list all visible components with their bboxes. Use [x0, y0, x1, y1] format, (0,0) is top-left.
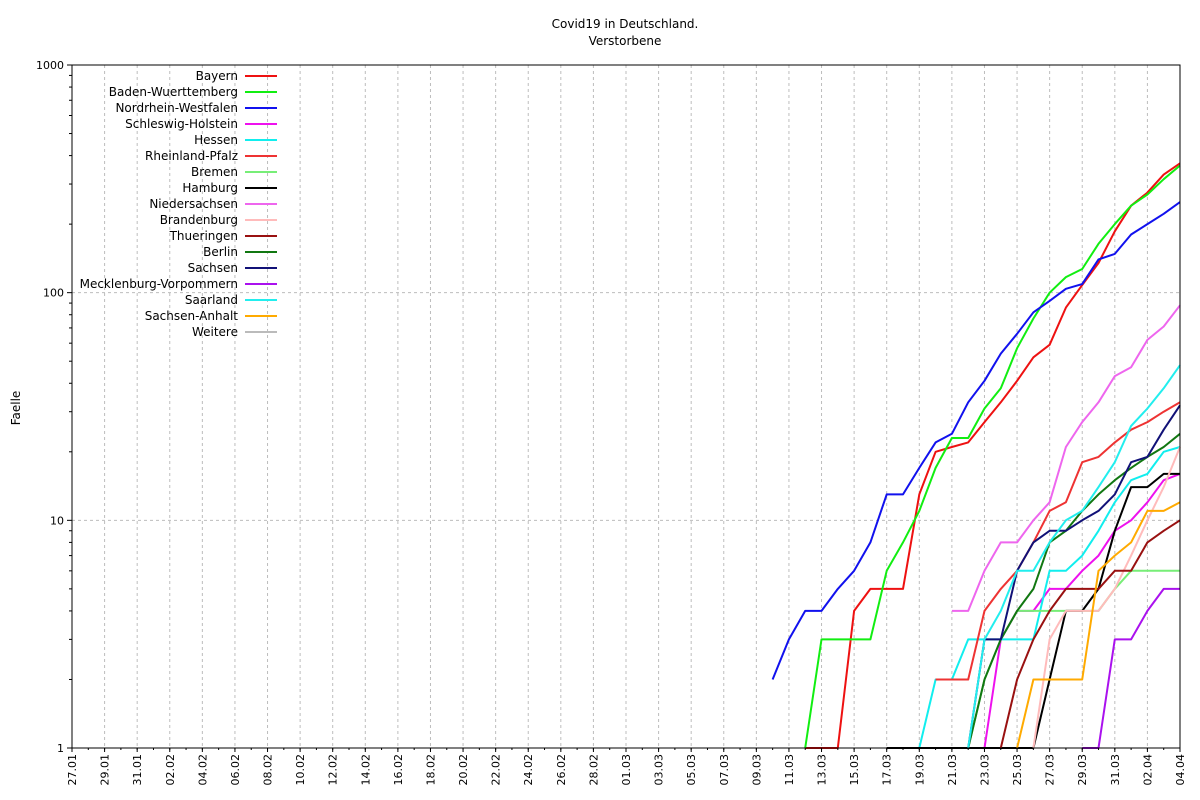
x-tick-label: 09.03 [750, 754, 763, 786]
x-tick-label: 18.02 [424, 754, 437, 786]
legend-label-thueringen: Thueringen [169, 229, 238, 243]
x-tick-label: 23.03 [978, 754, 991, 786]
x-tick-label: 29.01 [99, 754, 112, 786]
x-tick-label: 13.03 [816, 754, 829, 786]
y-tick-label: 1 [57, 742, 64, 755]
series-line-sachsen-anhalt [1016, 501, 1181, 749]
x-tick-label: 02.02 [164, 754, 177, 786]
x-tick-label: 03.03 [653, 754, 666, 786]
legend-label-berlin: Berlin [203, 245, 238, 259]
legend-label-hamburg: Hamburg [182, 181, 238, 195]
series-line-brandenburg [1032, 446, 1181, 749]
x-tick-label: 27.03 [1044, 754, 1057, 786]
x-tick-label: 04.04 [1174, 754, 1187, 786]
x-tick-label: 15.03 [848, 754, 861, 786]
y-tick-label: 1000 [36, 59, 64, 72]
x-tick-label: 11.03 [783, 754, 796, 786]
legend-label-rheinland-pfalz: Rheinland-Pfalz [145, 149, 238, 163]
x-tick-label: 26.02 [555, 754, 568, 786]
x-tick-label: 05.03 [685, 754, 698, 786]
legend-label-schleswig-holstein: Schleswig-Holstein [125, 117, 238, 131]
x-tick-label: 14.02 [359, 754, 372, 786]
legend-label-mecklenburg-vorpommern: Mecklenburg-Vorpommern [80, 277, 238, 291]
legend: Bayern Baden-Wuerttemberg Nordrhein-Westfa… [80, 69, 277, 339]
x-tick-label: 06.02 [229, 754, 242, 786]
y-axis-title: Faelle [9, 391, 23, 426]
x-tick-label: 19.03 [913, 754, 926, 786]
series-line-baden-wuerttemberg [804, 164, 1181, 749]
x-tick-label: 29.03 [1076, 754, 1089, 786]
chart-title: Covid19 in Deutschland. [552, 17, 699, 31]
legend-label-bayern: Bayern [196, 69, 238, 83]
x-tick-label: 25.03 [1011, 754, 1024, 786]
x-tick-label: 16.02 [392, 754, 405, 786]
series-line-bayern [805, 162, 1181, 749]
legend-label-brandenburg: Brandenburg [160, 213, 238, 227]
x-tick-label: 27.01 [66, 754, 79, 786]
legend-label-weitere: Weitere [192, 325, 238, 339]
series-line-nordrhein-westfalen [771, 201, 1181, 680]
x-tick-label: 22.02 [490, 754, 503, 786]
x-tick-label: 07.03 [718, 754, 731, 786]
x-tick-label: 04.02 [196, 754, 209, 786]
series-line-rheinland-pfalz [935, 401, 1181, 681]
legend-label-hessen: Hessen [194, 133, 238, 147]
x-tick-label: 20.02 [457, 754, 470, 786]
series-line-niedersachsen [951, 304, 1181, 612]
y-tick-label: 10 [50, 514, 64, 527]
legend-label-saarland: Saarland [185, 293, 238, 307]
legend-label-baden-wuerttemberg: Baden-Wuerttemberg [109, 85, 238, 99]
x-tick-label: 21.03 [946, 754, 959, 786]
legend-label-bremen: Bremen [191, 165, 238, 179]
legend-label-sachsen: Sachsen [188, 261, 238, 275]
x-tick-label: 01.03 [620, 754, 633, 786]
legend-label-sachsen-anhalt: Sachsen-Anhalt [145, 309, 239, 323]
x-tick-label: 10.02 [294, 754, 307, 786]
axes: 27.01 29.01 31.01 02.02 04.02 06.02 08.02 10.02… [36, 59, 1187, 786]
x-tick-label: 24.02 [522, 754, 535, 786]
series-line-saarland [967, 364, 1181, 749]
x-tick-label: 17.03 [881, 754, 894, 786]
grid [72, 65, 1180, 748]
legend-label-niedersachsen: Niedersachsen [149, 197, 238, 211]
series-line-thueringen [999, 519, 1181, 749]
legend-label-nordrhein-westfalen: Nordrhein-Westfalen [115, 101, 238, 115]
x-tick-label: 28.02 [587, 754, 600, 786]
chart-subtitle: Verstorbene [589, 34, 662, 48]
x-tick-label: 31.03 [1109, 754, 1122, 786]
y-tick-label: 100 [43, 287, 64, 300]
plot-frame [71, 64, 1181, 749]
x-tick-label: 08.02 [262, 754, 275, 786]
x-tick-label: 31.01 [131, 754, 144, 786]
series-line-hessen [918, 446, 1181, 749]
x-tick-label: 02.04 [1141, 754, 1154, 786]
series-line-sachsen [967, 404, 1181, 749]
x-tick-label: 12.02 [327, 754, 340, 786]
